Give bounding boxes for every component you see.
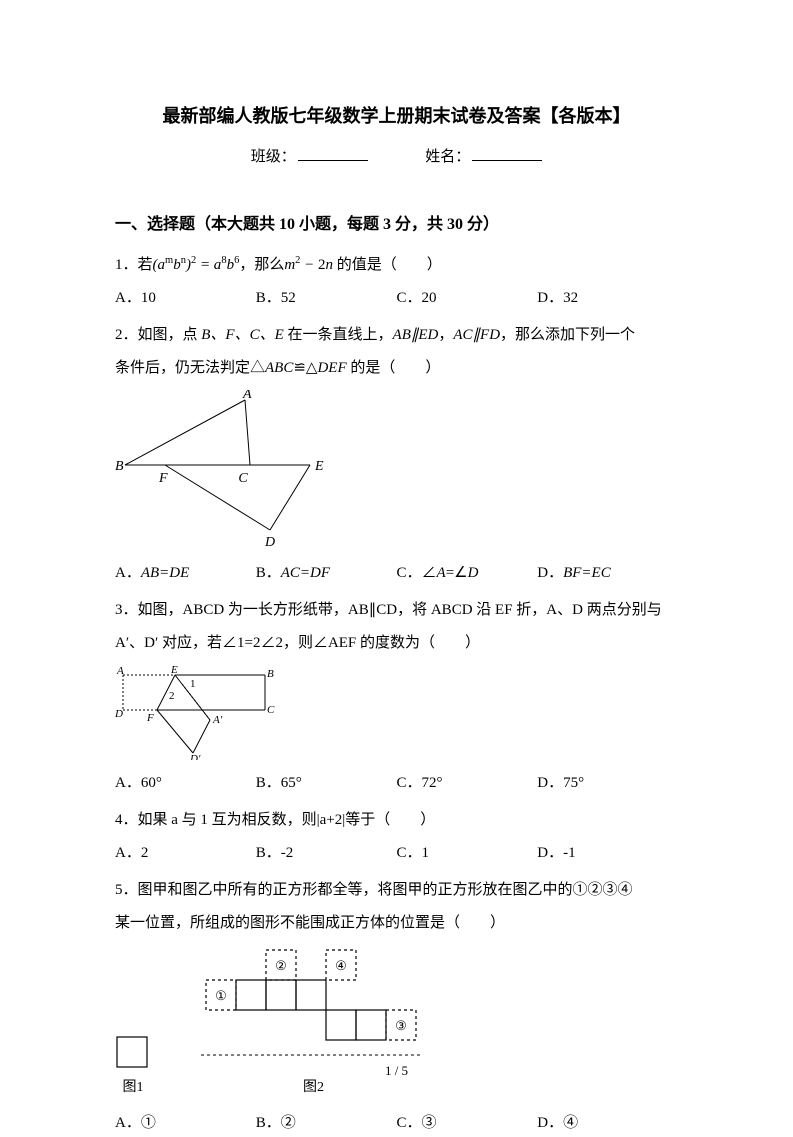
q3-opt-b: B．65°: [256, 770, 397, 797]
q2-l2c: 的是（ ）: [347, 360, 441, 376]
class-label: 班级：: [251, 149, 296, 165]
q4-opt-c: C．1: [397, 840, 538, 867]
q3-opt-a: A．60°: [115, 770, 256, 797]
q5-opt-b: B．②: [256, 1110, 397, 1137]
q1-opt-b: B．52: [256, 285, 397, 312]
q4-opt-b: B．-2: [256, 840, 397, 867]
q1-expr1: (ambn)2 = a8b6: [153, 257, 240, 273]
q1-suffix: 的值是（ ）: [337, 257, 442, 273]
q2-label-C: C: [238, 471, 248, 486]
q2-abed: AB∥ED: [393, 327, 439, 343]
q5-pos-4: ④: [335, 958, 347, 973]
q5-text1: 5．图甲和图乙中所有的正方形都全等，将图甲的正方形放在图乙中的①②③④: [115, 877, 678, 904]
q2-pts: B、F、C、E: [201, 327, 284, 343]
q1-prefix: 1．若: [115, 257, 153, 273]
q2-l1d: ，那么添加下列一个: [500, 327, 635, 343]
q5-pos-2: ②: [275, 958, 287, 973]
page-title: 最新部编人教版七年级数学上册期末试卷及答案【各版本】: [115, 100, 678, 132]
q3-label-2: 2: [169, 690, 175, 702]
q2-svg: A B F C E D: [115, 390, 335, 550]
q2-label-A: A: [242, 390, 252, 402]
q2-text: 2．如图，点 B、F、C、E 在一条直线上，AB∥ED，AC∥FD，那么添加下列…: [115, 322, 678, 349]
q5-options: A．① B．② C．③ D．④: [115, 1110, 678, 1137]
q2-figure: A B F C E D: [115, 390, 678, 550]
q3-label-D: D: [115, 708, 123, 720]
q5-fig2-svg: ① ② ④ ③: [201, 945, 426, 1075]
q5-text2: 某一位置，所组成的图形不能围成正方体的位置是（ ）: [115, 910, 678, 937]
q3-label-Ap: A′: [212, 714, 223, 726]
q2-options: A．AB=DE B．AC=DF C．∠A=∠D D．BF=EC: [115, 560, 678, 587]
student-info-line: 班级： 姓名：: [115, 144, 678, 171]
q2-label-E: E: [314, 459, 324, 474]
q2-l1b: 在一条直线上，: [284, 327, 393, 343]
q5-opt-a: A．①: [115, 1110, 256, 1137]
q3-label-F: F: [146, 712, 154, 724]
question-2: 2．如图，点 B、F、C、E 在一条直线上，AB∥ED，AC∥FD，那么添加下列…: [115, 322, 678, 587]
question-3: 3．如图，ABCD 为一长方形纸带，AB∥CD，将 ABCD 沿 EF 折，A、…: [115, 597, 678, 797]
q2-def: DEF: [317, 360, 346, 376]
q2-text2: 条件后，仍无法判定△ABC≌△DEF 的是（ ）: [115, 355, 678, 382]
q5-pos-3: ③: [395, 1018, 407, 1033]
q5-opt-c: C．③: [397, 1110, 538, 1137]
q3-label-Dp: D′: [189, 753, 201, 760]
q3-text1: 3．如图，ABCD 为一长方形纸带，AB∥CD，将 ABCD 沿 EF 折，A、…: [115, 597, 678, 624]
section-1-heading: 一、选择题（本大题共 10 小题，每题 3 分，共 30 分）: [115, 211, 678, 240]
q3-opt-d: D．75°: [537, 770, 678, 797]
q1-options: A．10 B．52 C．20 D．32: [115, 285, 678, 312]
question-1: 1．若(ambn)2 = a8b6，那么m2 − 2n 的值是（ ） A．10 …: [115, 252, 678, 312]
q2-label-B: B: [115, 459, 124, 474]
q1-opt-d: D．32: [537, 285, 678, 312]
q4-opt-d: D．-1: [537, 840, 678, 867]
q3-figure: A E B D F C A′ D′ 1 2: [115, 665, 678, 760]
q3-options: A．60° B．65° C．72° D．75°: [115, 770, 678, 797]
q2-l1c: ，: [438, 327, 453, 343]
q3-label-B: B: [267, 668, 274, 680]
q1-opt-a: A．10: [115, 285, 256, 312]
q5-opt-d: D．④: [537, 1110, 678, 1137]
page-number: 1 / 5: [0, 1059, 793, 1082]
q2-acfd: AC∥FD: [453, 327, 500, 343]
q2-label-F: F: [158, 471, 168, 486]
q2-l2: 条件后，仍无法判定△: [115, 360, 265, 376]
name-label: 姓名：: [425, 149, 470, 165]
q3-svg: A E B D F C A′ D′ 1 2: [115, 665, 285, 760]
q3-label-C: C: [267, 704, 275, 716]
class-blank[interactable]: [298, 146, 368, 161]
q2-label-D: D: [264, 535, 275, 550]
question-4: 4．如果 a 与 1 互为相反数，则|a+2|等于（ ） A．2 B．-2 C．…: [115, 807, 678, 867]
question-5: 5．图甲和图乙中所有的正方形都全等，将图甲的正方形放在图乙中的①②③④ 某一位置…: [115, 877, 678, 1137]
q2-l2b: ≌△: [293, 360, 317, 376]
q2-opt-a: A．AB=DE: [115, 560, 256, 587]
q1-opt-c: C．20: [397, 285, 538, 312]
q1-mid: ，那么: [239, 257, 284, 273]
q4-options: A．2 B．-2 C．1 D．-1: [115, 840, 678, 867]
q3-opt-c: C．72°: [397, 770, 538, 797]
q1-expr2: m2 − 2n: [284, 257, 336, 273]
q5-pos-1: ①: [215, 988, 227, 1003]
q3-label-E: E: [170, 665, 178, 676]
q4-text: 4．如果 a 与 1 互为相反数，则|a+2|等于（ ）: [115, 807, 678, 834]
q3-text2: A′、D′ 对应，若∠1=2∠2，则∠AEF 的度数为（ ）: [115, 630, 678, 657]
q3-label-1: 1: [190, 678, 196, 690]
q4-opt-a: A．2: [115, 840, 256, 867]
name-blank[interactable]: [472, 146, 542, 161]
q2-l1a: 2．如图，点: [115, 327, 201, 343]
q2-opt-b: B．AC=DF: [256, 560, 397, 587]
q3-label-A: A: [116, 665, 124, 677]
q2-opt-d: D．BF=EC: [537, 560, 678, 587]
q2-opt-c: C．∠A=∠D: [397, 560, 538, 587]
q2-abc: ABC: [265, 360, 293, 376]
q1-text: 1．若(ambn)2 = a8b6，那么m2 − 2n 的值是（ ）: [115, 252, 678, 279]
